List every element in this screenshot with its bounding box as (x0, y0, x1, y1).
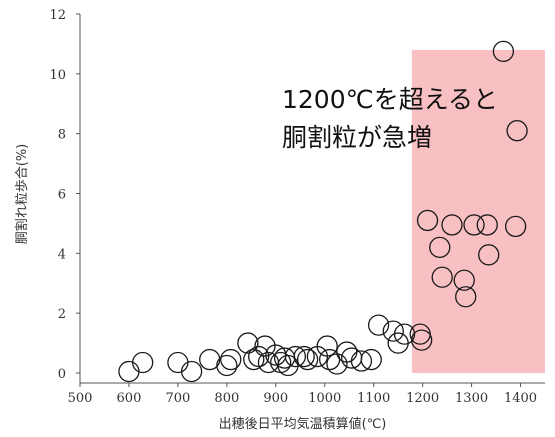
data-point (277, 354, 299, 377)
x-axis-label: 出穂後日平均気温積算値(℃) (219, 416, 387, 432)
annotation-line-2: 胴割粒が急増 (282, 123, 432, 152)
x-tick-label: 1200 (406, 391, 439, 406)
data-point (411, 329, 433, 351)
data-point (453, 269, 475, 291)
x-tick-label: 800 (214, 391, 239, 406)
data-points (118, 40, 528, 383)
x-tick-label: 1100 (357, 391, 390, 406)
data-point (478, 244, 500, 266)
data-point (506, 120, 528, 142)
x-tick-label: 1400 (504, 391, 537, 406)
data-point (476, 214, 498, 236)
y-tick-label: 4 (58, 247, 66, 262)
data-point (316, 335, 338, 357)
data-point (455, 286, 477, 308)
data-point (393, 323, 416, 345)
data-point (167, 351, 189, 374)
x-tick-label: 900 (263, 391, 288, 406)
x-tick-label: 700 (165, 391, 190, 406)
data-point (220, 348, 242, 371)
data-point (431, 266, 453, 288)
data-point (360, 348, 382, 371)
y-tick-label: 8 (58, 128, 66, 143)
data-point (367, 314, 390, 336)
annotation-text: 1200℃を超えると 胴割粒が急増 (282, 85, 506, 152)
data-point (118, 360, 140, 383)
data-point (382, 320, 404, 342)
x-tick-label: 600 (117, 391, 142, 406)
data-point (504, 215, 527, 238)
highlight-region-layer (411, 49, 545, 374)
y-tick-label: 0 (58, 367, 66, 382)
highlight-region (411, 49, 545, 374)
data-point (216, 354, 238, 377)
axes (76, 13, 545, 387)
data-point (284, 345, 307, 368)
data-point (132, 351, 154, 374)
data-point (429, 236, 451, 259)
data-point (237, 332, 259, 354)
data-point (243, 348, 265, 371)
data-point (199, 348, 221, 371)
data-point (293, 345, 315, 368)
y-tick-label: 2 (58, 307, 66, 322)
y-tick-label: 12 (49, 8, 66, 23)
data-point (441, 214, 463, 236)
y-tick-label: 10 (49, 68, 66, 83)
y-axis-label: 胴割れ粒歩合(%) (14, 144, 30, 245)
data-point (336, 341, 358, 363)
x-tick-label: 500 (68, 391, 93, 406)
x-tick-label: 1000 (308, 391, 341, 406)
data-point (350, 350, 373, 372)
data-point (180, 360, 203, 383)
data-point (254, 335, 276, 357)
data-point (416, 209, 439, 232)
y-tick-label: 6 (58, 188, 66, 203)
data-point (492, 40, 515, 63)
data-point (387, 332, 409, 354)
annotation-line-1: 1200℃を超えると (282, 85, 498, 114)
data-point (463, 214, 485, 236)
data-point (296, 348, 319, 371)
x-tick-label: 1300 (455, 391, 488, 406)
tick-labels: 0 2 4 6 8 10 12 500 600 700 800 900 1000 1100 1200 1300… (49, 8, 537, 406)
